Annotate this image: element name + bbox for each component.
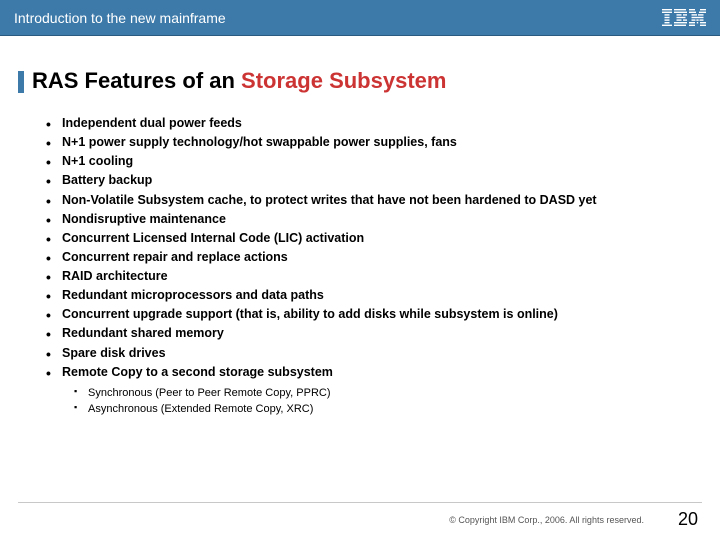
header-bar: Introduction to the new mainframe — [0, 0, 720, 36]
list-item: N+1 cooling — [62, 152, 690, 170]
list-item: Battery backup — [62, 171, 690, 189]
title-prefix: RAS Features of an — [32, 68, 241, 93]
sub-bullet-list: Synchronous (Peer to Peer Remote Copy, P… — [88, 385, 690, 418]
footer: © Copyright IBM Corp., 2006. All rights … — [18, 502, 702, 530]
title-row: RAS Features of an Storage Subsystem — [0, 36, 720, 106]
list-item: RAID architecture — [62, 267, 690, 285]
page-number: 20 — [678, 509, 702, 530]
list-item: Spare disk drives — [62, 344, 690, 362]
slide-title: RAS Features of an Storage Subsystem — [32, 68, 446, 94]
list-item: Concurrent repair and replace actions — [62, 248, 690, 266]
sub-list-item: Asynchronous (Extended Remote Copy, XRC) — [88, 401, 690, 418]
list-item: N+1 power supply technology/hot swappabl… — [62, 133, 690, 151]
list-item: Independent dual power feeds — [62, 114, 690, 132]
header-title: Introduction to the new mainframe — [14, 10, 226, 26]
title-accent: Storage Subsystem — [241, 68, 446, 93]
list-item: Concurrent Licensed Internal Code (LIC) … — [62, 229, 690, 247]
list-item: Redundant shared memory — [62, 324, 690, 342]
list-item: Nondisruptive maintenance — [62, 210, 690, 228]
list-item: Non-Volatile Subsystem cache, to protect… — [62, 191, 690, 209]
list-item: Redundant microprocessors and data paths — [62, 286, 690, 304]
title-marker-icon — [18, 71, 24, 93]
list-item-label: Remote Copy to a second storage subsyste… — [62, 365, 333, 379]
bullet-list: Independent dual power feeds N+1 power s… — [62, 114, 690, 418]
copyright-text: © Copyright IBM Corp., 2006. All rights … — [449, 515, 644, 525]
list-item: Concurrent upgrade support (that is, abi… — [62, 305, 690, 323]
content-area: Independent dual power feeds N+1 power s… — [0, 106, 720, 418]
ibm-logo-icon — [662, 9, 706, 27]
list-item: Remote Copy to a second storage subsyste… — [62, 363, 690, 418]
sub-list-item: Synchronous (Peer to Peer Remote Copy, P… — [88, 385, 690, 402]
